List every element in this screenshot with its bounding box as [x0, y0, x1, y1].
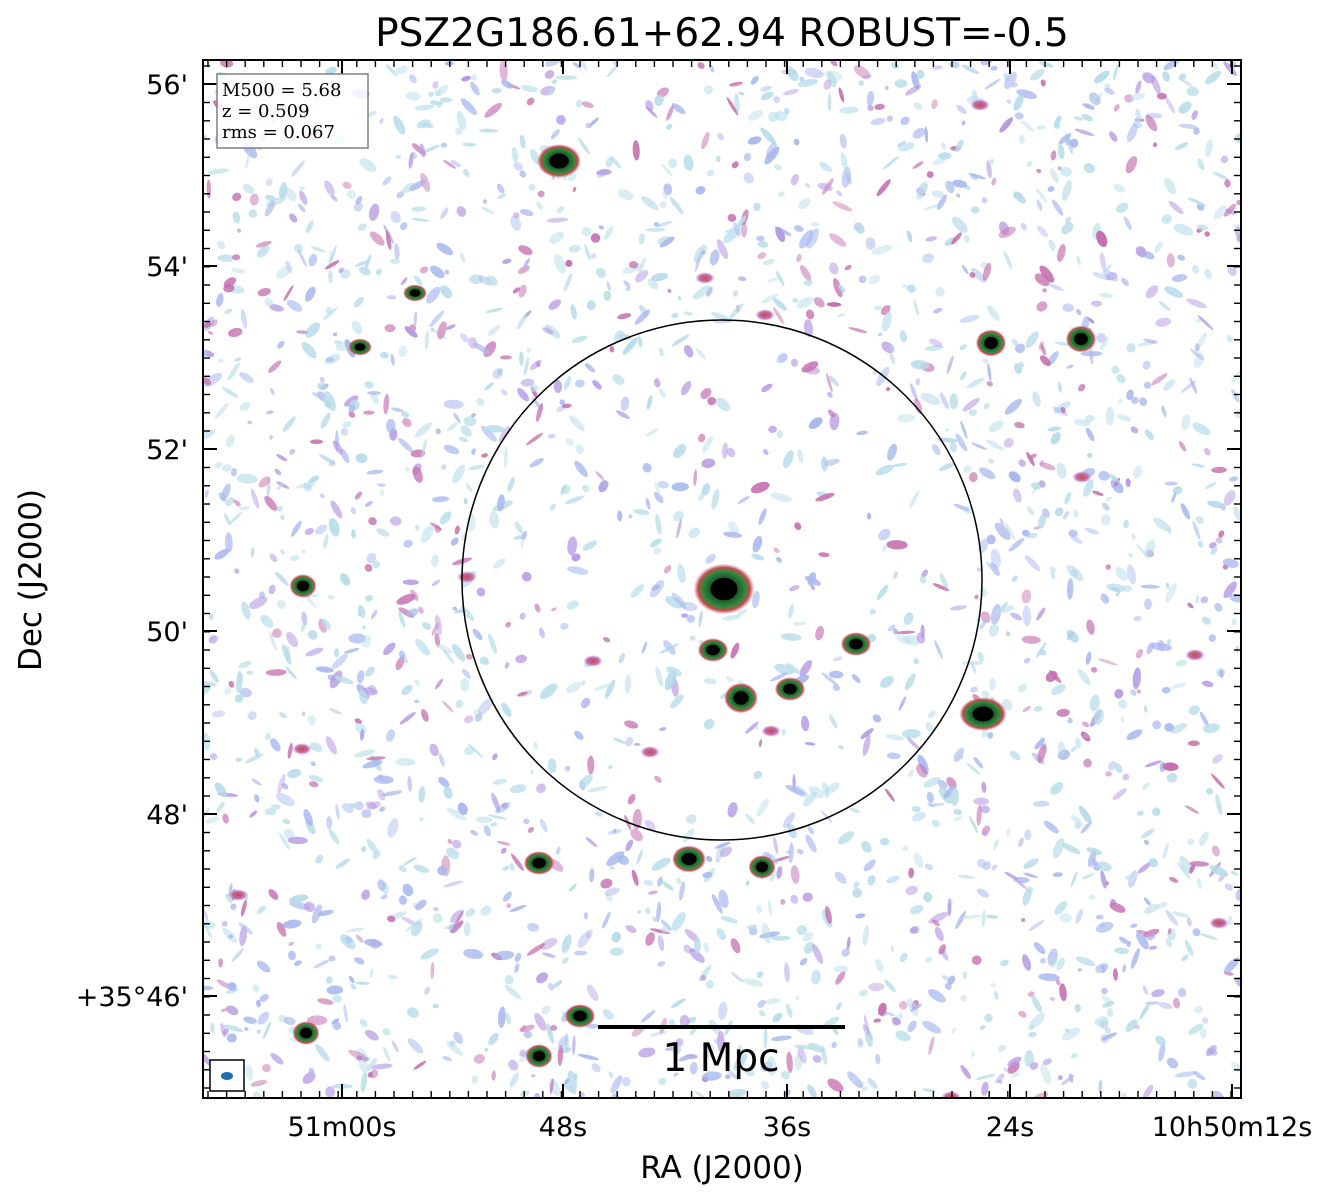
redshift-label: z = 0.509 [222, 101, 310, 122]
radio-sources [228, 99, 1229, 1098]
faint-emission [1072, 471, 1092, 483]
x-tick-labels: 51m00s 48s 36s 24s 10h50m12s [287, 1112, 1312, 1143]
radio-source-core [409, 289, 421, 297]
radio-source-core [1074, 333, 1088, 345]
faint-emission [292, 743, 312, 755]
m500-label: M500 = 5.68 [222, 80, 341, 101]
radio-source-core [573, 1010, 587, 1022]
plot-frame [202, 59, 1242, 1099]
radio-source-core [849, 638, 863, 650]
radio-source-core [733, 691, 749, 705]
y-tick-labels: 56' 54' 52' 50' 48' +35°46' [76, 70, 188, 1013]
radio-source-core [300, 1027, 312, 1039]
scale-bar: 1 Mpc [598, 1025, 845, 1081]
radio-source-core [532, 857, 546, 869]
radio-source-core [984, 337, 998, 349]
info-box: M500 = 5.68 z = 0.509 rms = 0.067 [216, 73, 369, 149]
x-tick-label: 24s [986, 1112, 1034, 1143]
faint-emission [1185, 649, 1205, 661]
y-tick-label: 56' [146, 70, 188, 101]
faint-emission [761, 725, 781, 737]
faint-emission [640, 746, 660, 758]
y-tick-label: 48' [146, 800, 188, 831]
radio-source-core [710, 577, 738, 601]
plot-title: PSZ2G186.61+62.94 ROBUST=-0.5 [375, 11, 1069, 56]
radio-source-core [783, 683, 797, 695]
y-tick-label: +35°46' [76, 982, 188, 1013]
radio-source-core [533, 1050, 545, 1062]
radio-source-core [681, 853, 697, 865]
beam-indicator [209, 1059, 245, 1092]
x-tick-label: 48s [539, 1112, 587, 1143]
radio-source-core [297, 580, 309, 592]
x-tick-label: 51m00s [287, 1112, 396, 1143]
scale-bar-label: 1 Mpc [662, 1036, 779, 1081]
y-tick-label: 52' [146, 435, 188, 466]
x-axis-title: RA (J2000) [640, 1150, 804, 1186]
faint-emission [970, 99, 990, 111]
faint-emission [941, 1091, 961, 1098]
faint-emission [457, 571, 477, 583]
faint-emission [695, 272, 715, 284]
x-tick-label: 36s [763, 1112, 811, 1143]
radio-source-core [706, 644, 720, 656]
radio-image [203, 60, 1241, 1098]
y-axis-title: Dec (J2000) [13, 489, 49, 671]
radio-source-core [756, 861, 768, 873]
y-tick-label: 54' [146, 252, 188, 283]
radio-source-core [549, 153, 569, 169]
faint-emission [755, 309, 775, 321]
faint-emission [1209, 917, 1229, 929]
faint-emission [583, 655, 603, 667]
axis-ticks [203, 60, 1241, 1098]
faint-emission [228, 889, 248, 901]
y-tick-label: 50' [146, 617, 188, 648]
rms-label: rms = 0.067 [222, 122, 335, 143]
radio-source-core [354, 343, 366, 351]
x-tick-label: 10h50m12s [1152, 1112, 1313, 1143]
cluster-r500-circle [461, 319, 983, 841]
radio-source-core [972, 706, 994, 722]
